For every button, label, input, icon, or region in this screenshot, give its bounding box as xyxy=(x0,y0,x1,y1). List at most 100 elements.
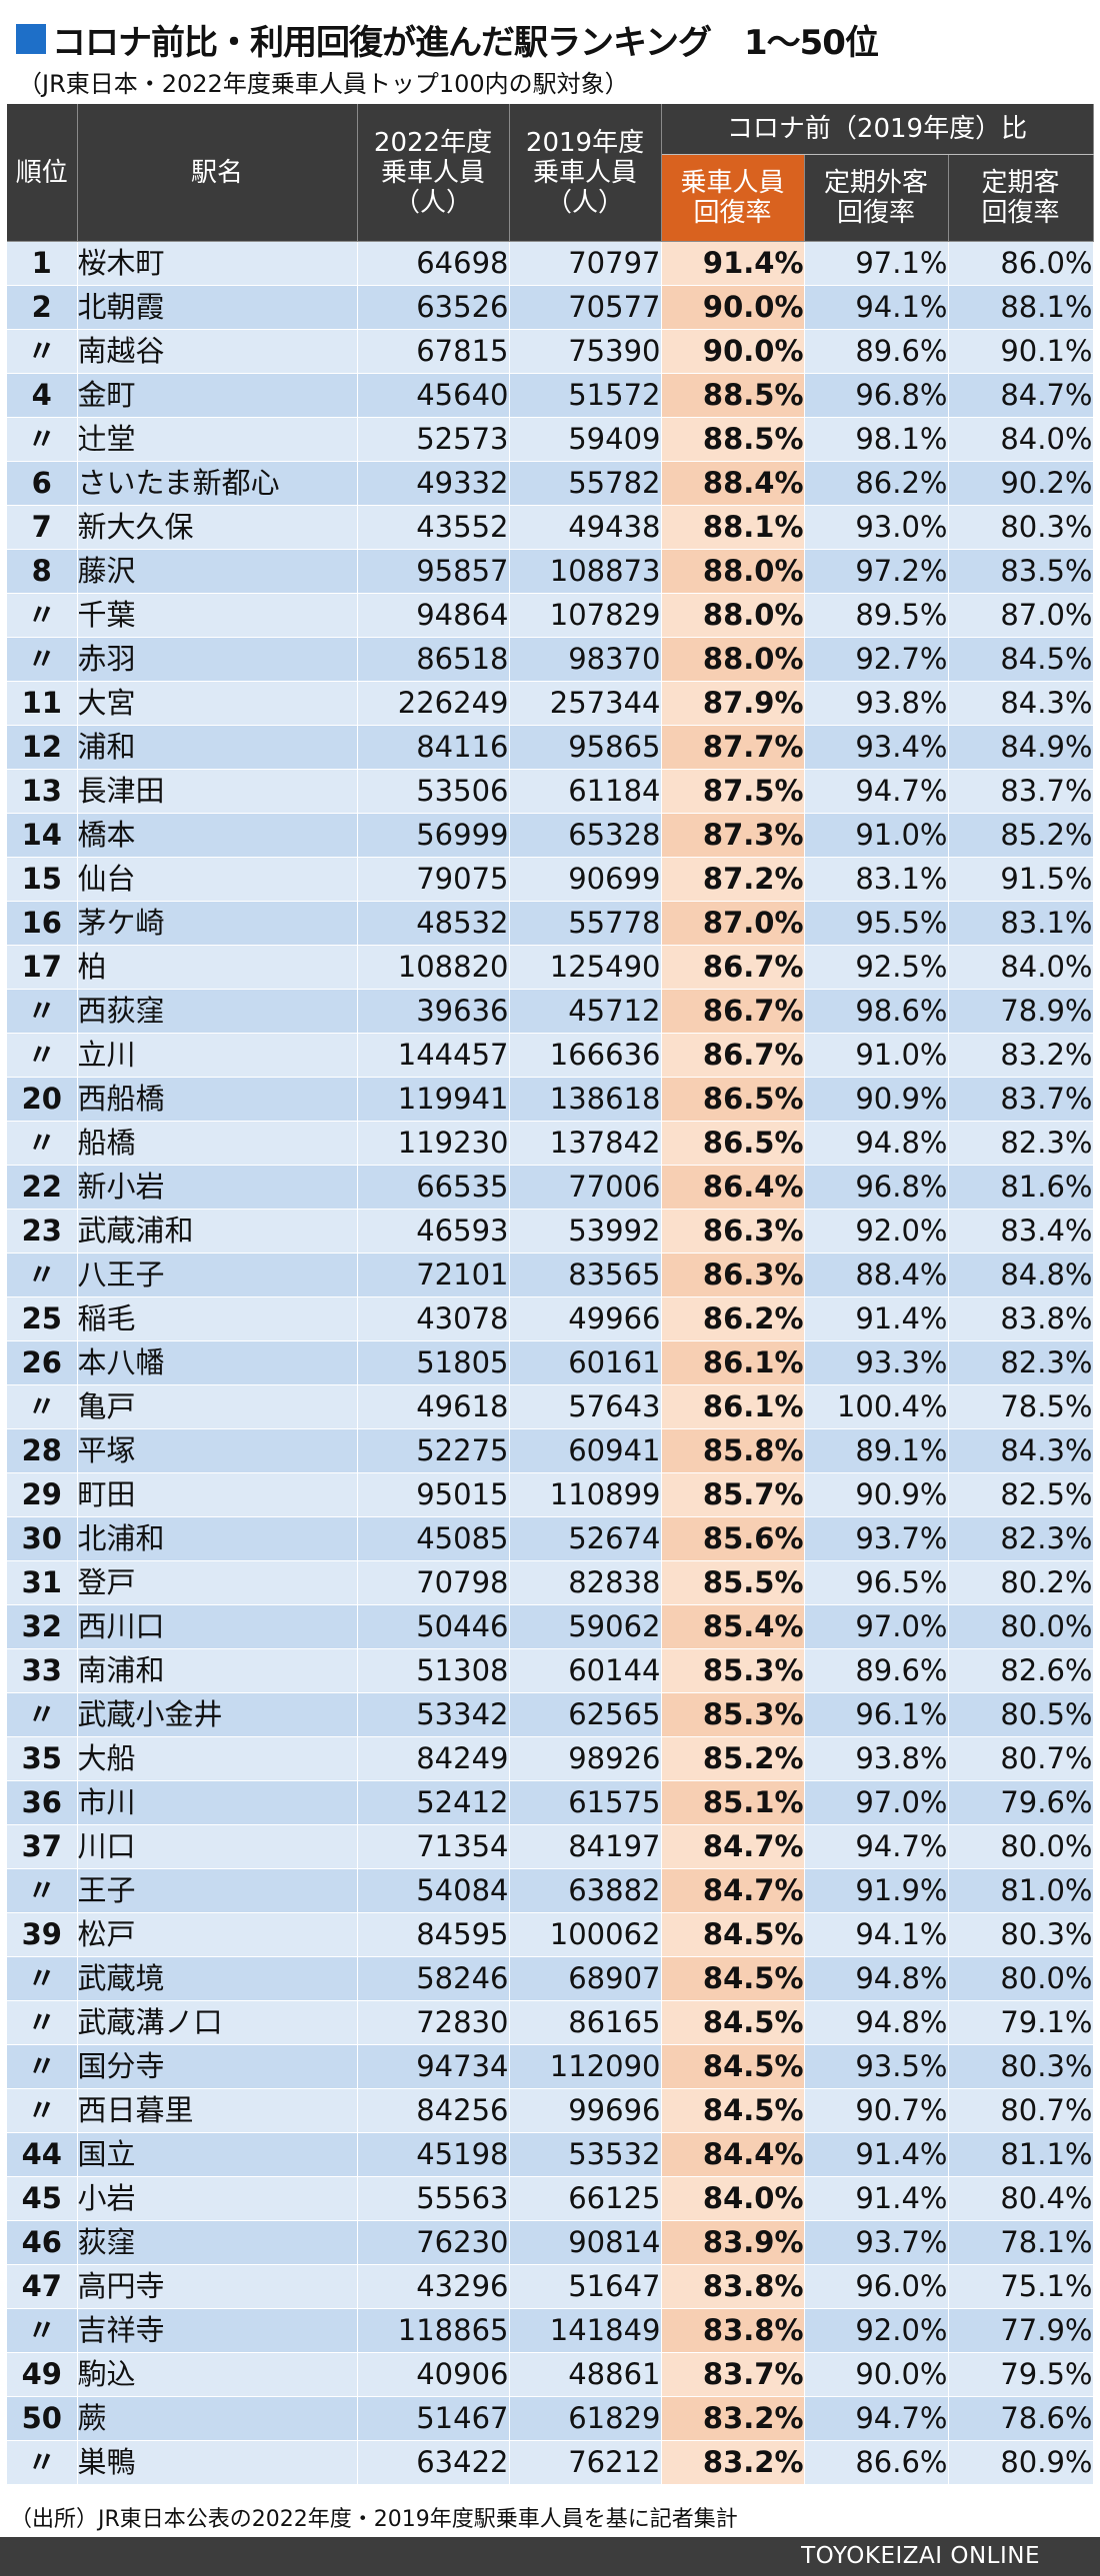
cell-riders-2019: 49966 xyxy=(509,1296,662,1341)
cell-riders-2022: 39636 xyxy=(357,989,510,1034)
cell-rank: 〃 xyxy=(7,1956,78,2001)
cell-station-name: 市川 xyxy=(77,1780,358,1825)
cell-riders-2019: 61829 xyxy=(509,2396,662,2441)
table-row: 50 蕨 51467 61829 83.2% 94.7% 78.6% xyxy=(7,2396,1094,2441)
cell-station-name: 平塚 xyxy=(77,1428,358,1473)
cell-nonpass-recovery-rate: 93.3% xyxy=(804,1340,949,1385)
cell-riders-2022: 79075 xyxy=(357,857,510,902)
cell-nonpass-recovery-rate: 98.6% xyxy=(804,989,949,1034)
cell-nonpass-recovery-rate: 93.8% xyxy=(804,681,949,726)
table-row: 30 北浦和 45085 52674 85.6% 93.7% 82.3% xyxy=(7,1516,1094,1561)
cell-pass-recovery-rate: 91.5% xyxy=(948,857,1094,902)
cell-riders-2019: 110899 xyxy=(509,1472,662,1517)
cell-nonpass-recovery-rate: 94.1% xyxy=(804,1912,949,1957)
header-riders-2022: 2022年度 乗車人員 （人） xyxy=(357,104,510,242)
cell-riders-2019: 51647 xyxy=(509,2264,662,2309)
cell-rank: 50 xyxy=(7,2396,78,2441)
cell-total-recovery-rate: 86.3% xyxy=(661,1209,805,1254)
cell-rank: 〃 xyxy=(7,1253,78,1297)
cell-total-recovery-rate: 91.4% xyxy=(661,241,805,286)
table-row: 〃武蔵境 58246 68907 84.5% 94.8% 80.0% xyxy=(7,1956,1094,2001)
cell-nonpass-recovery-rate: 92.7% xyxy=(804,637,949,682)
cell-nonpass-recovery-rate: 97.1% xyxy=(804,241,949,286)
cell-pass-recovery-rate: 80.5% xyxy=(948,1692,1094,1737)
cell-pass-recovery-rate: 78.5% xyxy=(948,1384,1094,1429)
header-pass-recovery-rate: 定期客 回復率 xyxy=(948,154,1094,242)
cell-pass-recovery-rate: 84.8% xyxy=(948,1253,1094,1297)
table-row: 〃船橋 119230 137842 86.5% 94.8% 82.3% xyxy=(7,1121,1094,1166)
cell-pass-recovery-rate: 78.1% xyxy=(948,2220,1094,2265)
cell-station-name: 大宮 xyxy=(77,681,358,726)
cell-riders-2022: 144457 xyxy=(357,1033,510,1078)
cell-total-recovery-rate: 90.0% xyxy=(661,285,805,330)
cell-station-name: 新大久保 xyxy=(77,505,358,550)
cell-nonpass-recovery-rate: 93.4% xyxy=(804,725,949,770)
table-row: 7 新大久保 43552 49438 88.1% 93.0% 80.3% xyxy=(7,505,1094,550)
cell-pass-recovery-rate: 88.1% xyxy=(948,285,1094,330)
header-pass-recovery-rate-label: 定期客 回復率 xyxy=(981,168,1060,228)
cell-riders-2019: 75390 xyxy=(509,329,662,374)
cell-pass-recovery-rate: 82.3% xyxy=(948,1340,1094,1385)
cell-station-name: 橋本 xyxy=(77,813,358,858)
cell-nonpass-recovery-rate: 89.6% xyxy=(804,329,949,374)
cell-nonpass-recovery-rate: 92.0% xyxy=(804,1209,949,1254)
cell-total-recovery-rate: 88.0% xyxy=(661,549,805,594)
cell-total-recovery-rate: 88.0% xyxy=(661,637,805,682)
cell-nonpass-recovery-rate: 83.1% xyxy=(804,857,949,902)
cell-pass-recovery-rate: 80.7% xyxy=(948,1736,1094,1781)
cell-riders-2022: 76230 xyxy=(357,2220,510,2265)
cell-nonpass-recovery-rate: 92.5% xyxy=(804,945,949,990)
cell-rank: 〃 xyxy=(7,2440,78,2485)
table-row: 〃巣鴨 63422 76212 83.2% 86.6% 80.9% xyxy=(7,2440,1094,2485)
cell-pass-recovery-rate: 84.3% xyxy=(948,1428,1094,1473)
cell-riders-2019: 137842 xyxy=(509,1121,662,1166)
cell-riders-2019: 59062 xyxy=(509,1604,662,1649)
cell-riders-2022: 53506 xyxy=(357,769,510,814)
cell-total-recovery-rate: 84.5% xyxy=(661,1912,805,1957)
cell-nonpass-recovery-rate: 93.7% xyxy=(804,2220,949,2265)
cell-riders-2019: 60161 xyxy=(509,1340,662,1385)
cell-nonpass-recovery-rate: 93.8% xyxy=(804,1736,949,1781)
cell-riders-2022: 53342 xyxy=(357,1692,510,1737)
cell-riders-2022: 94864 xyxy=(357,593,510,638)
cell-riders-2019: 63882 xyxy=(509,1868,662,1913)
cell-station-name: 亀戸 xyxy=(77,1384,358,1429)
cell-rank: 〃 xyxy=(7,2044,78,2089)
cell-total-recovery-rate: 87.5% xyxy=(661,769,805,814)
cell-station-name: 千葉 xyxy=(77,593,358,638)
table-row: 〃西荻窪 39636 45712 86.7% 98.6% 78.9% xyxy=(7,989,1094,1034)
cell-nonpass-recovery-rate: 93.0% xyxy=(804,505,949,550)
cell-total-recovery-rate: 86.1% xyxy=(661,1384,805,1429)
cell-rank: 20 xyxy=(7,1077,78,1122)
cell-riders-2019: 84197 xyxy=(509,1824,662,1869)
cell-nonpass-recovery-rate: 94.7% xyxy=(804,1824,949,1869)
cell-pass-recovery-rate: 80.0% xyxy=(948,1956,1094,2001)
cell-pass-recovery-rate: 86.0% xyxy=(948,241,1094,286)
cell-station-name: 荻窪 xyxy=(77,2220,358,2265)
cell-total-recovery-rate: 85.6% xyxy=(661,1516,805,1561)
cell-riders-2022: 49332 xyxy=(357,461,510,506)
cell-station-name: 松戸 xyxy=(77,1912,358,1957)
cell-riders-2019: 141849 xyxy=(509,2308,662,2353)
table-row: 28 平塚 52275 60941 85.8% 89.1% 84.3% xyxy=(7,1428,1094,1473)
cell-total-recovery-rate: 85.3% xyxy=(661,1692,805,1737)
table-row: 16 茅ケ崎 48532 55778 87.0% 95.5% 83.1% xyxy=(7,901,1094,946)
cell-station-name: 巣鴨 xyxy=(77,2440,358,2485)
cell-riders-2022: 84116 xyxy=(357,725,510,770)
cell-nonpass-recovery-rate: 96.5% xyxy=(804,1560,949,1605)
cell-riders-2019: 68907 xyxy=(509,1956,662,2001)
cell-nonpass-recovery-rate: 94.7% xyxy=(804,769,949,814)
source-note: （出所）JR東日本公表の2022年度・2019年度駅乗車人員を基に記者集計 xyxy=(10,2507,738,2532)
cell-pass-recovery-rate: 79.6% xyxy=(948,1780,1094,1825)
cell-pass-recovery-rate: 82.3% xyxy=(948,1516,1094,1561)
cell-rank: 14 xyxy=(7,813,78,858)
cell-rank: 30 xyxy=(7,1516,78,1561)
footer-bar: TOYOKEIZAI ONLINE xyxy=(0,2537,1100,2576)
cell-total-recovery-rate: 83.2% xyxy=(661,2440,805,2485)
cell-riders-2019: 257344 xyxy=(509,681,662,726)
cell-rank: 〃 xyxy=(7,989,78,1034)
cell-riders-2022: 71354 xyxy=(357,1824,510,1869)
cell-riders-2019: 138618 xyxy=(509,1077,662,1122)
cell-riders-2019: 59409 xyxy=(509,417,662,462)
table-row: 47 高円寺 43296 51647 83.8% 96.0% 75.1% xyxy=(7,2264,1094,2309)
